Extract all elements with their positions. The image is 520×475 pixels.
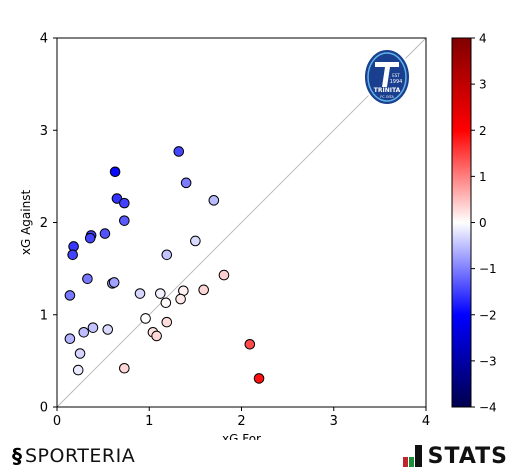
- scatter-point: [84, 232, 96, 244]
- colorbar-tick-label: −1: [479, 262, 497, 276]
- team-logo: EST 1994 TRINITA FC OITA: [363, 48, 411, 106]
- scatter-point: [64, 290, 76, 301]
- colorbar: [451, 37, 472, 408]
- y-tick-label: 2: [40, 216, 48, 231]
- scatter-point: [134, 288, 146, 299]
- scatter-point: [190, 235, 201, 247]
- scatter-point: [180, 177, 192, 189]
- x-tick-label: 4: [422, 414, 430, 429]
- scatter-point: [64, 333, 76, 345]
- colorbar-tick-label: 3: [479, 78, 487, 92]
- scatter-point: [119, 197, 130, 209]
- colorbar-tick-label: 1: [479, 170, 487, 184]
- sporteria-label: SPORTERIA: [25, 445, 136, 467]
- sporteria-s-icon: §: [12, 444, 22, 468]
- scatter-point: [108, 277, 120, 288]
- scatter-point: [140, 313, 151, 324]
- x-tick-label: 1: [145, 414, 153, 429]
- scatter-point: [109, 166, 121, 178]
- scatter-point: [102, 324, 114, 335]
- points-layer: [64, 146, 265, 384]
- colorbar-tick-label: −4: [479, 401, 497, 415]
- scatter-point: [173, 146, 185, 157]
- scatter-point: [175, 293, 186, 305]
- colorbar-ticks: 4 3 2 1 0 −1 −2 −3 −4: [471, 32, 497, 415]
- scatter-point: [161, 249, 173, 261]
- x-axis-ticks: 0 1 2 3 4: [53, 407, 430, 429]
- x-tick-label: 3: [330, 414, 338, 429]
- y-axis-label: xG Against: [19, 190, 33, 256]
- colorbar-tick-label: −3: [479, 354, 497, 368]
- y-tick-label: 4: [40, 32, 48, 47]
- scatter-point: [78, 326, 90, 338]
- scatter-point: [151, 330, 162, 342]
- stats-label: STATS: [427, 443, 508, 469]
- scatter-point: [99, 228, 111, 239]
- logo-name: TRINITA: [374, 87, 401, 94]
- scatter-point: [87, 322, 99, 333]
- scatter-point: [253, 373, 265, 384]
- scatter-point: [218, 269, 230, 281]
- sporteria-brand: § SPORTERIA: [12, 442, 135, 470]
- x-tick-label: 2: [237, 414, 245, 429]
- x-tick-label: 0: [53, 414, 61, 429]
- scatter-point: [119, 215, 130, 226]
- diagonal-reference-line: [56, 37, 427, 408]
- logo-est: EST: [392, 73, 400, 78]
- colorbar-tick-label: 4: [479, 32, 487, 46]
- stats-brand: STATS: [402, 442, 508, 470]
- scatter-point: [244, 338, 256, 350]
- scatter-point: [67, 249, 78, 261]
- scatter-point: [208, 195, 220, 206]
- colorbar-tick-label: 0: [479, 216, 487, 230]
- y-tick-label: 1: [40, 308, 48, 323]
- stats-bars-icon: [402, 445, 423, 467]
- scatter-point: [198, 284, 209, 296]
- scatter-point: [72, 364, 84, 376]
- y-axis-ticks: 0 1 2 3 4: [40, 32, 57, 416]
- scatter-point: [160, 297, 172, 309]
- chart: 0 1 2 3 4 0 1 2 3 4 xG For xG Against 4 3 2 1 0 −1 −2 −…: [19, 32, 497, 441]
- scatter-point: [74, 348, 86, 359]
- colorbar-tick-label: 2: [479, 124, 487, 138]
- colorbar-tick-label: −2: [479, 308, 497, 322]
- scatter-point: [155, 288, 166, 299]
- y-tick-label: 3: [40, 124, 48, 139]
- y-tick-label: 0: [40, 401, 48, 416]
- scatter-point: [82, 273, 93, 285]
- scatter-point: [161, 316, 173, 328]
- x-axis-label: xG For: [222, 432, 261, 440]
- logo-year: 1994: [390, 79, 403, 85]
- logo-sub: FC OITA: [380, 95, 394, 99]
- scatter-point: [119, 362, 130, 374]
